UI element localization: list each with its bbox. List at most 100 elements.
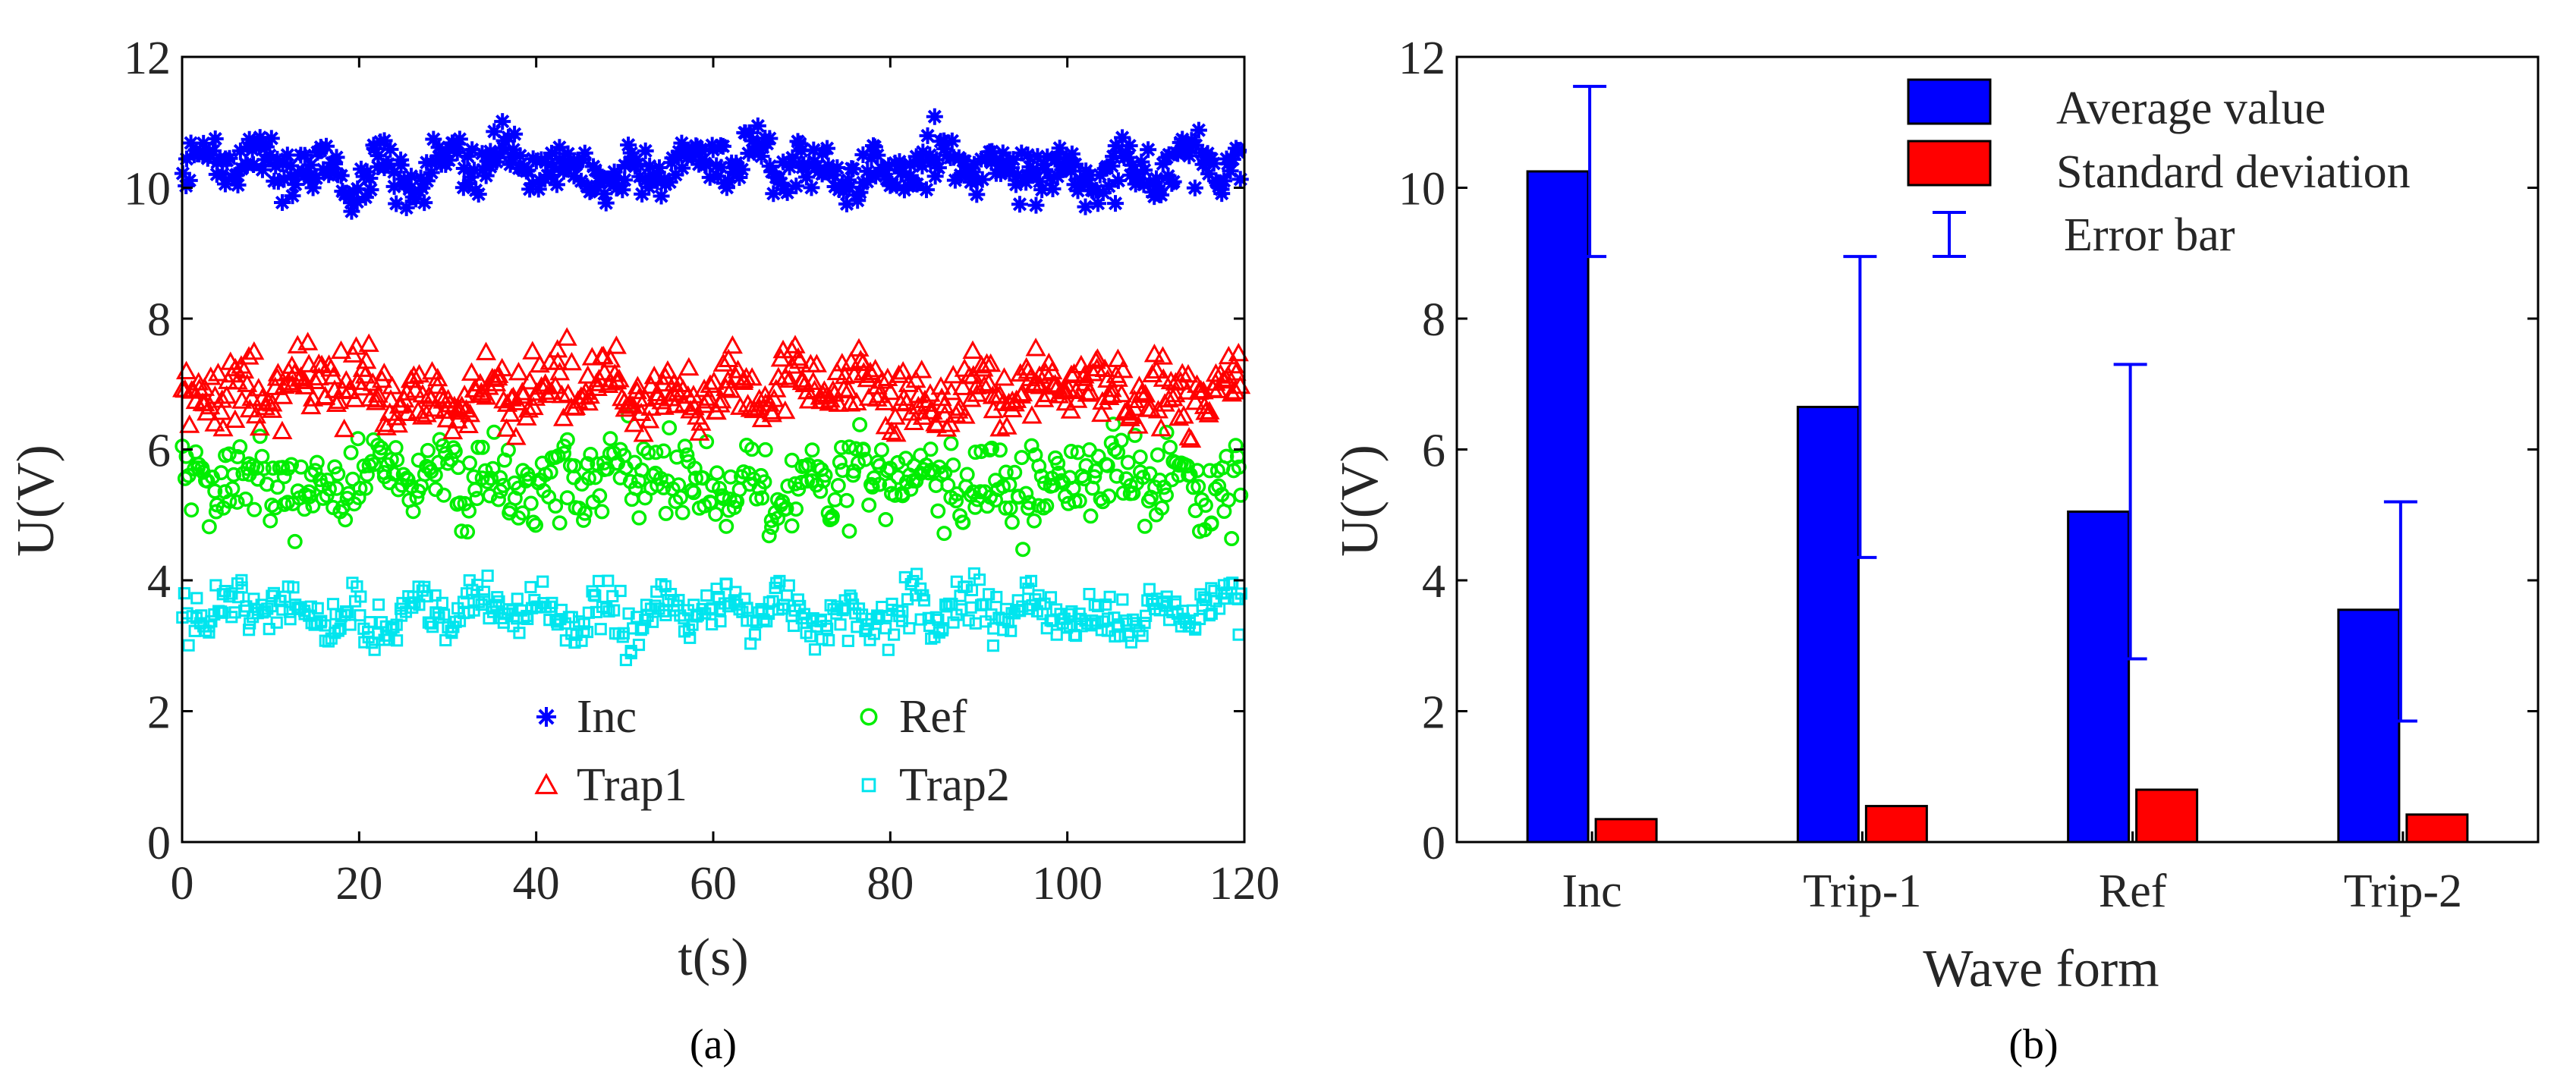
data-point xyxy=(416,404,437,423)
data-point xyxy=(1165,383,1186,403)
data-point xyxy=(1153,187,1170,204)
data-point xyxy=(1062,162,1080,180)
data-point xyxy=(649,173,666,190)
y-tick-label: 4 xyxy=(1422,556,1445,608)
data-point xyxy=(640,375,662,394)
data-point xyxy=(714,614,727,628)
data-point xyxy=(704,141,722,159)
data-point xyxy=(319,473,335,489)
legend-marker xyxy=(536,707,556,727)
data-point xyxy=(1099,457,1115,473)
data-point xyxy=(653,470,668,486)
data-point xyxy=(968,172,986,190)
data-point xyxy=(833,379,854,398)
data-point xyxy=(643,366,665,385)
data-point xyxy=(1087,181,1105,199)
data-point xyxy=(1143,343,1165,363)
data-point xyxy=(284,613,297,626)
data-point xyxy=(890,454,906,470)
data-point xyxy=(678,357,700,376)
data-point xyxy=(225,409,246,429)
data-point xyxy=(290,483,306,499)
data-point xyxy=(469,491,485,507)
data-point xyxy=(1211,478,1227,494)
data-point xyxy=(519,371,540,390)
data-point xyxy=(1029,148,1046,165)
data-point xyxy=(965,156,983,173)
data-point xyxy=(1118,143,1135,161)
data-point xyxy=(794,373,816,393)
data-point xyxy=(351,489,366,505)
data-point xyxy=(263,513,278,529)
data-point xyxy=(373,363,395,382)
data-point xyxy=(896,605,909,618)
data-point xyxy=(1197,498,1213,514)
data-point xyxy=(545,376,566,394)
data-point xyxy=(242,624,256,636)
data-point xyxy=(548,176,565,193)
data-point xyxy=(763,513,779,529)
data-point xyxy=(356,350,377,369)
data-point xyxy=(1152,346,1174,365)
data-point xyxy=(607,604,621,617)
data-point xyxy=(423,164,440,181)
data-point xyxy=(863,149,880,167)
data-point xyxy=(673,134,690,152)
data-point xyxy=(1011,196,1028,213)
data-point xyxy=(467,482,483,498)
data-point xyxy=(948,493,964,509)
data-point xyxy=(307,169,325,187)
data-point xyxy=(308,366,329,386)
data-point xyxy=(1186,179,1203,196)
data-point xyxy=(287,533,303,549)
data-point xyxy=(929,611,942,624)
data-point xyxy=(968,186,986,203)
data-point xyxy=(627,380,648,400)
data-point xyxy=(782,579,795,592)
data-point xyxy=(609,369,630,388)
data-point xyxy=(1111,383,1132,403)
data-point xyxy=(229,494,245,510)
data-point xyxy=(275,460,291,476)
data-point xyxy=(686,485,702,501)
data-point xyxy=(602,574,615,587)
y-tick-label: 0 xyxy=(1422,818,1445,869)
data-point xyxy=(1087,348,1108,367)
data-point xyxy=(879,622,892,635)
data-point xyxy=(1030,376,1051,394)
data-point xyxy=(311,602,324,614)
data-point xyxy=(1063,145,1080,162)
data-point xyxy=(880,157,898,174)
data-point xyxy=(1024,574,1038,587)
data-point xyxy=(436,487,451,503)
data-point xyxy=(225,481,241,497)
data-point xyxy=(344,471,360,487)
data-point xyxy=(543,600,556,613)
data-point xyxy=(1224,150,1241,168)
data-point xyxy=(706,617,719,631)
data-point xyxy=(1014,168,1032,186)
legend-item-trap1: Trap1 xyxy=(534,759,687,811)
data-point xyxy=(1231,171,1249,188)
data-point xyxy=(819,140,836,157)
data-point xyxy=(1035,363,1056,382)
data-point xyxy=(179,414,200,433)
data-point xyxy=(967,445,983,460)
data-point xyxy=(418,172,436,190)
data-point xyxy=(435,438,451,454)
data-point xyxy=(549,362,571,381)
data-point xyxy=(1004,514,1020,530)
data-point xyxy=(589,178,606,196)
data-point xyxy=(677,438,693,454)
data-point xyxy=(1133,153,1150,171)
data-point xyxy=(253,161,271,178)
data-point xyxy=(334,418,355,438)
data-point xyxy=(251,129,269,146)
data-point xyxy=(993,367,1015,386)
data-point xyxy=(928,151,945,168)
data-point xyxy=(926,108,943,125)
data-point xyxy=(800,457,816,473)
data-point xyxy=(1124,636,1137,649)
data-point xyxy=(1021,405,1043,424)
data-point xyxy=(1010,363,1031,382)
